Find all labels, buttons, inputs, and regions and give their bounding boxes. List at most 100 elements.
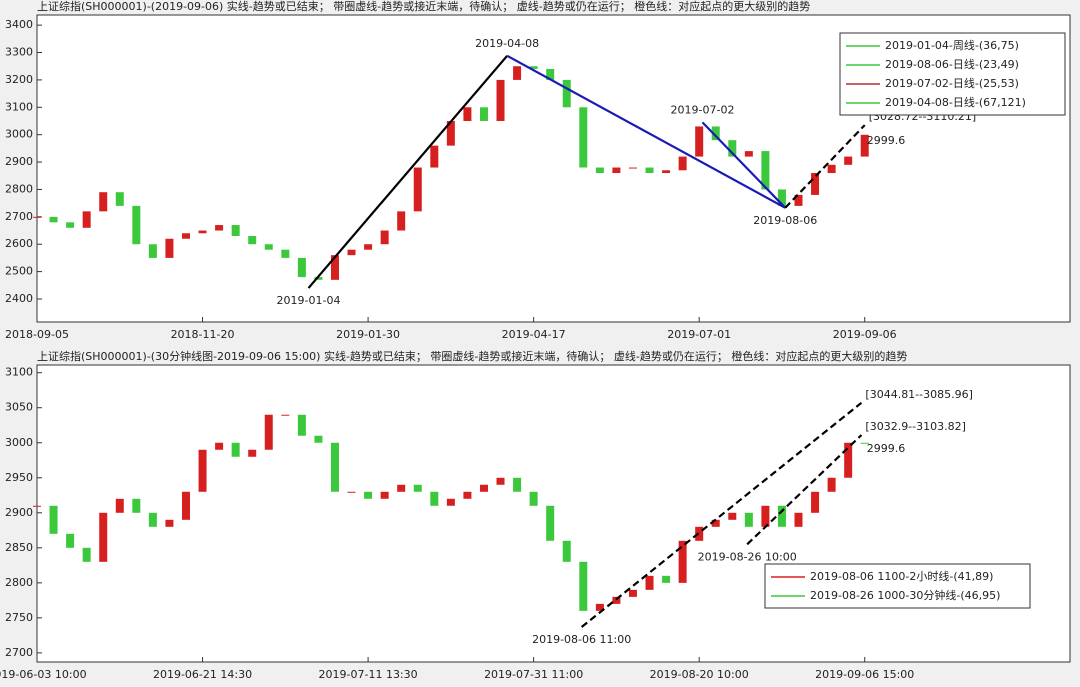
x-tick-label: 2018-09-05 — [5, 328, 69, 341]
legend-label: 2019-07-02-日线-(25,53) — [885, 76, 1019, 90]
annotation: 2019-04-08 — [475, 37, 539, 50]
candle — [496, 79, 505, 121]
y-tick-label: 2700 — [5, 646, 33, 659]
y-tick-label: 2850 — [5, 541, 33, 554]
candle — [132, 498, 141, 513]
candle — [860, 442, 869, 444]
y-tick-label: 2400 — [5, 292, 33, 305]
annotation: 2019-08-26 10:00 — [698, 550, 797, 563]
trend-line — [701, 121, 787, 209]
annotation: [3032.9--3103.82] — [865, 420, 966, 433]
candle — [248, 236, 257, 245]
candle — [695, 126, 704, 157]
candle — [761, 505, 770, 527]
candle — [181, 491, 190, 520]
candle — [215, 442, 224, 450]
annotation: 2999.6 — [867, 134, 906, 147]
legend-label: 2019-04-08-日线-(67,121) — [885, 95, 1026, 109]
candle — [231, 442, 240, 457]
candle — [413, 484, 422, 492]
candle — [330, 255, 339, 280]
candle — [678, 540, 687, 583]
candle — [595, 167, 604, 174]
candle — [165, 519, 174, 527]
y-tick-label: 2900 — [5, 506, 33, 519]
candle — [579, 107, 588, 168]
legend-label: 2019-08-26 1000-30分钟线-(46,95) — [810, 588, 1000, 602]
legend-label: 2019-08-06-日线-(23,49) — [885, 57, 1019, 71]
x-tick-label: 2019-07-01 — [667, 328, 731, 341]
candle — [364, 244, 373, 250]
candle — [662, 575, 671, 583]
candle — [827, 164, 836, 174]
y-tick-label: 3300 — [5, 46, 33, 59]
y-tick-label: 3100 — [5, 100, 33, 113]
trend-line — [307, 55, 508, 289]
candle — [711, 519, 720, 527]
candle — [165, 238, 174, 258]
candle — [777, 505, 786, 527]
candle — [628, 589, 637, 597]
candle — [645, 575, 654, 590]
candle — [463, 491, 472, 499]
candle — [380, 230, 389, 245]
candle — [430, 145, 439, 168]
x-tick-label: 2019-01-30 — [336, 328, 400, 341]
y-tick-label: 2500 — [5, 265, 33, 278]
candle — [148, 512, 157, 527]
candle — [496, 477, 505, 485]
annotation: [3044.81--3085.96] — [865, 388, 973, 401]
trend-line — [746, 434, 863, 546]
candle — [82, 547, 91, 562]
candle — [446, 498, 455, 506]
x-tick-label: 2019-07-31 11:00 — [484, 668, 583, 681]
candle — [761, 151, 770, 190]
candle — [546, 68, 555, 80]
candle — [397, 211, 406, 231]
candle — [347, 491, 356, 493]
candle — [595, 603, 604, 611]
y-tick-label: 2750 — [5, 611, 33, 624]
annotation: 2019-08-06 11:00 — [532, 633, 631, 646]
y-tick-label: 2800 — [5, 182, 33, 195]
candle — [827, 477, 836, 492]
legend-label: 2019-08-06 1100-2小时线-(41,89) — [810, 569, 993, 583]
candle — [579, 561, 588, 611]
chart-title: 上证综指(SH000001)-(2019-09-06) 实线-趋势或已结束； 带… — [37, 0, 810, 13]
candle — [132, 205, 141, 245]
candle — [99, 192, 108, 212]
candle — [66, 222, 75, 228]
y-tick-label: 3000 — [5, 436, 33, 449]
x-tick-label: 2019-09-06 15:00 — [815, 668, 914, 681]
candle — [297, 414, 306, 436]
candle — [562, 540, 571, 562]
candle — [513, 66, 522, 80]
candle — [479, 484, 488, 492]
candle — [231, 225, 240, 237]
candle — [99, 512, 108, 562]
candle — [115, 192, 124, 206]
y-tick-label: 2800 — [5, 576, 33, 589]
legend-box — [764, 563, 1031, 609]
candle — [744, 512, 753, 527]
candle — [678, 156, 687, 171]
y-tick-label: 2600 — [5, 237, 33, 250]
candle — [364, 491, 373, 499]
candle — [264, 244, 273, 250]
candle — [529, 491, 538, 506]
x-tick-label: 2019-07-11 13:30 — [319, 668, 418, 681]
candle — [49, 505, 58, 534]
candle — [662, 170, 671, 174]
x-tick-label: 2019-08-20 10:00 — [650, 668, 749, 681]
candle — [33, 216, 41, 218]
candle — [314, 435, 323, 443]
candle — [380, 491, 389, 499]
x-tick-label: 2019-09-06 — [833, 328, 897, 341]
candle — [844, 442, 853, 478]
x-tick-label: 2019-04-17 — [502, 328, 566, 341]
candle — [446, 120, 455, 146]
candle — [82, 211, 91, 228]
legend-label: 2019-01-04-周线-(36,75) — [885, 38, 1019, 52]
candle — [744, 151, 753, 157]
